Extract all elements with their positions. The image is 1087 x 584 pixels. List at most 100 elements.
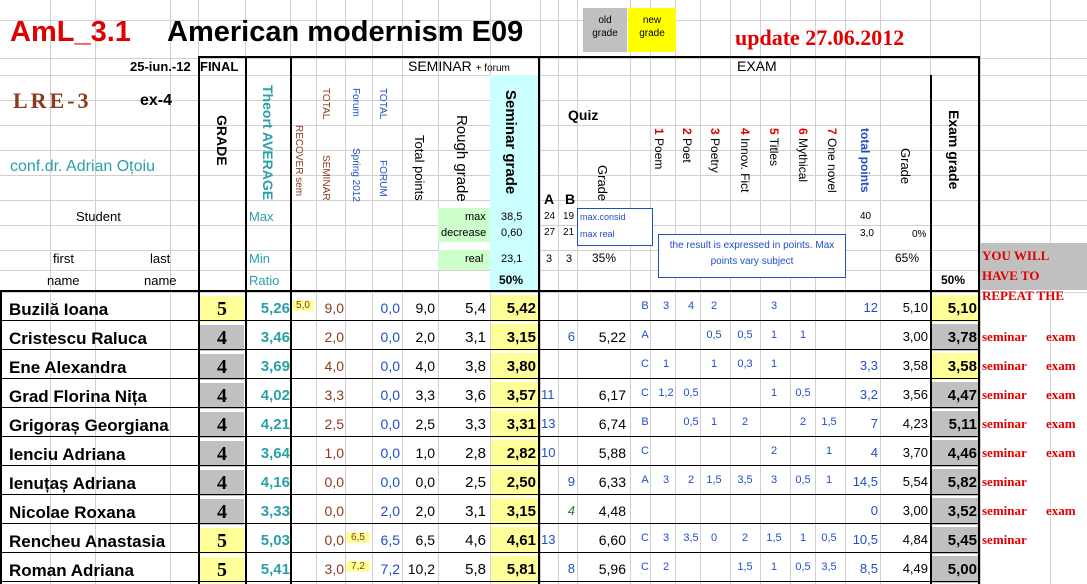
exam-variant[interactable]: C [641, 358, 649, 370]
total-forum[interactable]: 2,0 [380, 503, 400, 519]
exam-item-score[interactable]: 3 [662, 532, 670, 544]
total-forum[interactable]: 0,0 [380, 474, 400, 490]
rough-grade[interactable]: 3,8 [465, 358, 486, 375]
seminar-grade[interactable]: 5,42 [506, 300, 536, 317]
table-row[interactable]: 4 Nicolae Roxana 3,33 0,0 2,0 2,0 3,1 3,15 4 4,48… [0, 497, 1087, 526]
repeat-exam[interactable]: exam [1046, 416, 1076, 431]
student-name[interactable]: Ene Alexandra [9, 358, 127, 377]
exam-item-score[interactable]: 1 [825, 474, 833, 486]
exam-grade[interactable]: 4,47 [947, 387, 977, 404]
exam-item-score[interactable]: 1 [825, 445, 833, 457]
theory-average[interactable]: 3,46 [260, 329, 290, 346]
quiz-b[interactable]: 9 [567, 474, 575, 489]
exam-total-points[interactable]: 3,2 [859, 387, 878, 402]
total-seminar[interactable]: 3,0 [324, 561, 344, 577]
total-points[interactable]: 9,0 [415, 300, 435, 316]
theory-average[interactable]: 3,64 [260, 445, 290, 462]
repeat-seminar[interactable]: seminar [982, 358, 1027, 373]
seminar-grade[interactable]: 3,15 [506, 329, 536, 346]
total-forum[interactable]: 0,0 [380, 300, 400, 316]
exam-item-score[interactable]: 3,5 [683, 532, 699, 544]
exam-total-points[interactable]: 4 [870, 445, 878, 460]
repeat-exam[interactable]: exam [1046, 445, 1076, 460]
total-seminar[interactable]: 0,0 [324, 474, 344, 490]
recover-seminar[interactable]: 5,0 [292, 300, 314, 311]
student-name[interactable]: Nicolae Roxana [9, 503, 136, 522]
theory-average[interactable]: 4,16 [260, 474, 290, 491]
total-points[interactable]: 4,0 [415, 358, 435, 374]
exam-total-points[interactable]: 10,5 [852, 532, 878, 547]
quiz-a[interactable]: 10 [541, 445, 556, 460]
theory-average[interactable]: 4,21 [260, 416, 290, 433]
seminar-grade[interactable]: 2,82 [506, 445, 536, 462]
exam-grade-computed[interactable]: 5,54 [902, 474, 928, 489]
repeat-seminar[interactable]: seminar [982, 445, 1027, 460]
repeat-seminar[interactable]: seminar [982, 532, 1027, 547]
exam-item-score[interactable]: 0 [710, 532, 718, 544]
seminar-grade[interactable]: 3,15 [506, 503, 536, 520]
rough-grade[interactable]: 2,8 [465, 445, 486, 462]
exam-total-points[interactable]: 0 [870, 503, 878, 518]
exam-item-score[interactable]: 2 [687, 474, 695, 486]
exam-item-score[interactable]: 0,5 [737, 329, 753, 341]
student-name[interactable]: Ienuțaș Adriana [9, 474, 136, 493]
repeat-exam[interactable]: exam [1046, 503, 1076, 518]
theory-average[interactable]: 5,41 [260, 561, 290, 578]
exam-total-points[interactable]: 12 [863, 300, 878, 315]
student-name[interactable]: Cristescu Raluca [9, 329, 147, 348]
exam-item-score[interactable]: 1,5 [821, 416, 837, 428]
exam-grade-computed[interactable]: 3,58 [902, 358, 928, 373]
quiz-grade[interactable]: 6,17 [598, 387, 626, 403]
exam-item-score[interactable]: 1 [770, 329, 778, 341]
exam-variant[interactable]: C [641, 445, 649, 457]
forum-spring[interactable]: 7,2 [346, 561, 370, 572]
final-grade-cell[interactable]: 5 [200, 296, 244, 322]
exam-grade-computed[interactable]: 4,84 [902, 532, 928, 547]
exam-item-score[interactable]: 1 [770, 358, 778, 370]
exam-variant[interactable]: B [641, 416, 649, 428]
total-forum[interactable]: 7,2 [380, 561, 400, 577]
student-name[interactable]: Grad Florina Nița [9, 387, 147, 406]
theory-average[interactable]: 5,03 [260, 532, 290, 549]
total-forum[interactable]: 0,0 [380, 416, 400, 432]
quiz-a[interactable]: 11 [541, 387, 555, 402]
quiz-b[interactable]: 4 [567, 503, 575, 518]
table-row[interactable]: 4 Cristescu Raluca 3,46 2,0 0,0 2,0 3,1 3,15 6 5,… [0, 323, 1087, 352]
exam-total-points[interactable]: 3,3 [859, 358, 878, 373]
final-grade-cell[interactable]: 4 [200, 354, 244, 380]
exam-variant[interactable]: A [641, 474, 649, 486]
rough-grade[interactable]: 3,1 [465, 329, 486, 346]
exam-item-score[interactable]: 1 [710, 358, 718, 370]
quiz-grade[interactable]: 5,88 [598, 445, 626, 461]
table-row[interactable]: 4 Grigoraș Georgiana 4,21 2,5 0,0 2,5 3,3 3,31 1… [0, 410, 1087, 439]
exam-item-score[interactable]: 0,5 [795, 474, 811, 486]
total-seminar[interactable]: 0,0 [324, 532, 344, 548]
total-points[interactable]: 2,5 [415, 416, 435, 432]
exam-item-score[interactable]: 1 [770, 387, 778, 399]
total-points[interactable]: 3,3 [415, 387, 435, 403]
total-seminar[interactable]: 4,0 [324, 358, 344, 374]
repeat-seminar[interactable]: seminar [982, 329, 1027, 344]
final-grade-cell[interactable]: 4 [200, 470, 244, 496]
rough-grade[interactable]: 4,6 [465, 532, 486, 549]
student-name[interactable]: Roman Adriana [9, 561, 135, 580]
exam-grade[interactable]: 5,11 [948, 416, 977, 433]
seminar-grade[interactable]: 3,31 [506, 416, 536, 433]
total-forum[interactable]: 6,5 [380, 532, 400, 548]
final-grade-cell[interactable]: 4 [200, 441, 244, 467]
exam-item-score[interactable]: 0,3 [737, 358, 753, 370]
table-row[interactable]: 5 Roman Adriana 5,41 3,0 7,2 7,2 10,2 5,8 5,81 8 5… [0, 555, 1087, 584]
exam-item-score[interactable]: 0,5 [683, 416, 699, 428]
total-forum[interactable]: 0,0 [380, 329, 400, 345]
exam-item-score[interactable]: 1 [662, 358, 670, 370]
total-points[interactable]: 10,2 [407, 561, 435, 577]
exam-variant[interactable]: C [641, 561, 649, 573]
seminar-grade[interactable]: 2,50 [506, 474, 536, 491]
exam-item-score[interactable]: 1 [799, 532, 807, 544]
total-forum[interactable]: 0,0 [380, 445, 400, 461]
student-name[interactable]: Buzilă Ioana [9, 300, 109, 319]
table-row[interactable]: 4 Ienciu Adriana 3,64 1,0 0,0 1,0 2,8 2,82 10 5,8… [0, 439, 1087, 468]
exam-item-score[interactable]: 1,2 [658, 387, 674, 399]
theory-average[interactable]: 3,33 [260, 503, 290, 520]
total-seminar[interactable]: 2,0 [324, 329, 344, 345]
